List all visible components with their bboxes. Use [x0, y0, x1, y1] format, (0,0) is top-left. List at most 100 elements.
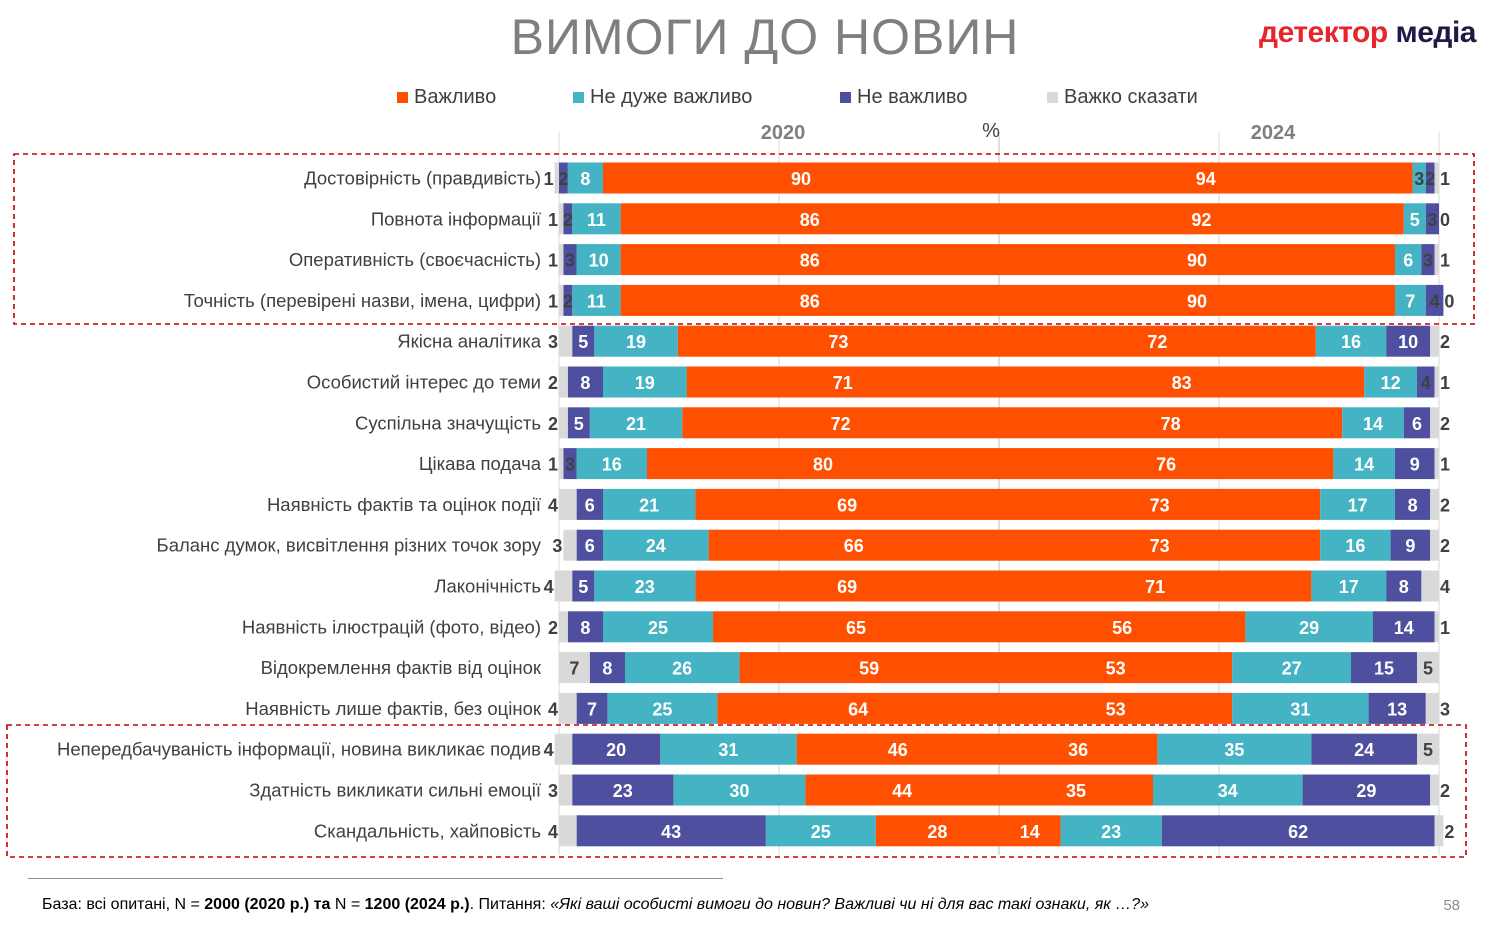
- data-label: 73: [828, 332, 848, 352]
- data-label: 2: [1440, 414, 1450, 434]
- bar-segment-2024: [1403, 203, 1426, 235]
- bar-segment-2024: [1245, 611, 1373, 643]
- bar-segment-2024: [999, 815, 1061, 847]
- data-label: 14: [1394, 618, 1414, 638]
- data-label: 28: [927, 822, 947, 842]
- bar-segment-2020: [603, 611, 713, 643]
- bar-segment-2020: [572, 570, 595, 602]
- data-label: 1: [1440, 373, 1450, 393]
- data-label: 9: [1410, 455, 1420, 475]
- bar-segment-2020: [594, 325, 678, 357]
- data-label: 36: [1068, 740, 1088, 760]
- data-label: 5: [1410, 210, 1420, 230]
- bar-segment-2024: [1430, 529, 1439, 561]
- bar-segment-2024: [1421, 244, 1435, 276]
- data-label: 2: [563, 291, 573, 311]
- bar-segment-2024: [999, 325, 1316, 357]
- category-label: Здатність викликати сильні емоції: [249, 780, 541, 801]
- bar-segment-2020: [603, 529, 709, 561]
- data-label: 71: [833, 373, 853, 393]
- data-label: 17: [1348, 495, 1368, 515]
- category-label: Непередбачуваність інформації, новина ви…: [57, 739, 541, 760]
- data-label: 20: [606, 740, 626, 760]
- bar-segment-2024: [1153, 774, 1303, 806]
- data-label: 4: [1440, 577, 1450, 597]
- data-label: 1: [1440, 169, 1450, 189]
- bar-segment-2024: [1232, 692, 1369, 724]
- bar-segment-2024: [1060, 815, 1162, 847]
- data-label: 3: [548, 332, 558, 352]
- data-label: 5: [578, 577, 588, 597]
- data-label: 78: [1161, 414, 1181, 434]
- data-label: 10: [1398, 332, 1418, 352]
- highlight-box: [6, 724, 1467, 858]
- data-label: 5: [578, 332, 588, 352]
- bar-segment-2020: [576, 448, 647, 480]
- data-label: 44: [892, 781, 912, 801]
- bar-segment-2020: [576, 815, 766, 847]
- bar-segment-2020: [572, 284, 621, 316]
- bar-segment-2020: [563, 284, 573, 316]
- legend-swatch-hard-to-say: [1047, 92, 1058, 103]
- bar-segment-2020: [559, 488, 577, 520]
- bar-segment-2020: [563, 448, 577, 480]
- data-label: 2: [563, 210, 573, 230]
- bar-segment-2024: [1386, 570, 1422, 602]
- data-label: 62: [1288, 822, 1308, 842]
- bar-segment-2020: [620, 244, 999, 276]
- data-label: 2: [1440, 332, 1450, 352]
- data-label: 86: [800, 251, 820, 271]
- data-label: 16: [602, 455, 622, 475]
- data-label: 31: [1290, 699, 1310, 719]
- bar-segment-2024: [999, 692, 1233, 724]
- data-label: 35: [1066, 781, 1086, 801]
- bar-segment-2024: [999, 244, 1395, 276]
- data-label: 35: [1224, 740, 1244, 760]
- data-label: 11: [587, 291, 606, 311]
- data-label: 31: [718, 740, 738, 760]
- bar-segment-2020: [559, 407, 568, 439]
- bar-segment-2024: [1364, 366, 1417, 398]
- bar-segment-2024: [1368, 692, 1426, 724]
- bar-segment-2024: [1434, 815, 1444, 847]
- bar-segment-2020: [563, 529, 577, 561]
- data-label: 1: [544, 169, 554, 189]
- bar-segment-2024: [1430, 488, 1439, 520]
- bar-segment-2024: [1373, 611, 1435, 643]
- data-label: 71: [1145, 577, 1165, 597]
- legend-item-important: Важливо: [397, 86, 496, 109]
- bar-segment-2020: [717, 692, 999, 724]
- bar-segment-2024: [1302, 774, 1431, 806]
- bar-segment-2020: [559, 652, 590, 684]
- bar-segment-2024: [1425, 692, 1439, 724]
- bar-segment-2024: [999, 162, 1413, 194]
- data-label: 13: [1387, 699, 1407, 719]
- bar-segment-2024: [1320, 529, 1391, 561]
- bar-segment-2020: [563, 203, 573, 235]
- category-label: Наявність лише фактів, без оцінок: [245, 698, 542, 719]
- bar-segment-2020: [559, 203, 564, 235]
- bar-segment-2020: [572, 774, 674, 806]
- data-label: 23: [1101, 822, 1121, 842]
- bar-segment-2024: [999, 284, 1395, 316]
- bar-segment-2020: [559, 325, 573, 357]
- bar-segment-2020: [695, 488, 999, 520]
- data-label: 73: [1150, 495, 1170, 515]
- bar-segment-2020: [559, 448, 564, 480]
- data-label: 4: [1430, 291, 1440, 311]
- bar-segment-2024: [999, 448, 1334, 480]
- data-label: 34: [1218, 781, 1238, 801]
- category-label: Наявність фактів та оцінок події: [267, 494, 541, 515]
- logo-part1: детектор: [1259, 16, 1388, 49]
- category-label: Суспільна значущість: [355, 412, 541, 433]
- data-label: 86: [800, 291, 820, 311]
- bar-segment-2024: [1386, 325, 1431, 357]
- bar-segment-2020: [559, 774, 573, 806]
- legend-item-not-very-important: Не дуже важливо: [573, 86, 752, 109]
- data-label: 19: [635, 373, 655, 393]
- bar-segment-2024: [999, 488, 1321, 520]
- data-label: 7: [587, 699, 597, 719]
- bar-segment-2020: [589, 652, 625, 684]
- data-label: 53: [1106, 699, 1126, 719]
